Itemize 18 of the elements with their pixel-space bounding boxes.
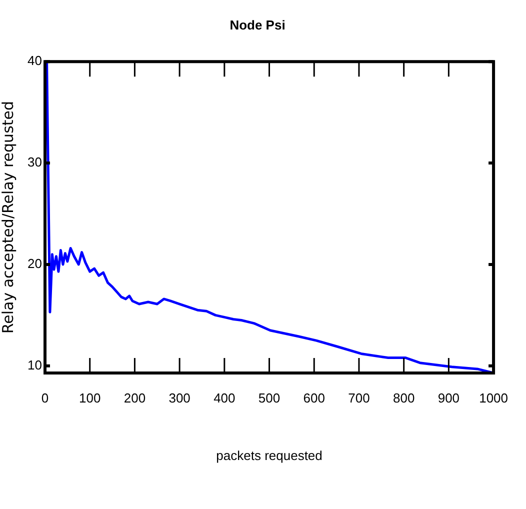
x-tick-label: 400 — [214, 390, 236, 406]
y-tick-label: 10 — [28, 357, 42, 372]
y-axis-title: Relay accepted/Relay requsted — [0, 100, 17, 334]
x-tick-label: 900 — [438, 390, 460, 406]
x-axis-title: packets requested — [216, 448, 322, 463]
y-tick-label: 30 — [28, 154, 42, 170]
x-tick-label: 100 — [79, 390, 101, 406]
chart-title: Node Psi — [230, 17, 286, 32]
x-tick-label: 200 — [124, 390, 146, 406]
x-tick-label: 500 — [258, 390, 280, 406]
x-tick-label: 0 — [41, 390, 49, 406]
x-tick-label: 1000 — [479, 390, 508, 406]
y-tick-label: 40 — [28, 53, 42, 68]
x-tick-label: 300 — [168, 390, 190, 406]
x-tick-label: 600 — [303, 390, 325, 406]
y-tick-label: 20 — [28, 256, 42, 272]
x-tick-label: 700 — [348, 390, 370, 406]
x-tick-label: 800 — [392, 390, 415, 406]
